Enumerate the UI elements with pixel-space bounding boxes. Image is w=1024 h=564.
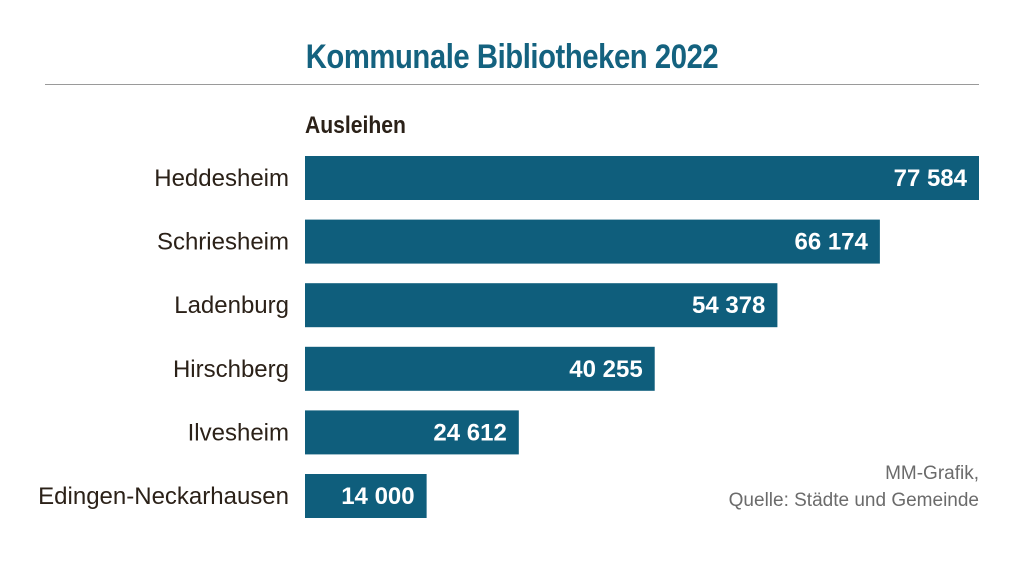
category-label: Hirschberg <box>173 356 289 383</box>
value-label: 40 255 <box>569 356 642 383</box>
chart-title: Kommunale Bibliotheken 2022 <box>305 38 719 76</box>
category-label: Ladenburg <box>174 292 289 319</box>
value-label: 77 584 <box>894 165 968 192</box>
category-label: Ilvesheim <box>188 419 289 446</box>
title-divider <box>45 84 979 85</box>
bar-ladenburg <box>305 283 778 328</box>
source-line-2: Quelle: Städte und Gemeinde <box>728 490 979 511</box>
bar-ilvesheim <box>305 410 519 455</box>
bar-heddesheim <box>305 156 979 200</box>
category-label: Edingen-Neckarhausen <box>38 483 289 510</box>
value-label: 24 612 <box>433 419 506 446</box>
value-label: 14 000 <box>341 483 414 510</box>
bar-edingen-neckarhausen <box>305 474 427 518</box>
category-label: Heddesheim <box>154 165 289 192</box>
value-label: 66 174 <box>794 229 868 256</box>
bar-schriesheim <box>305 219 880 264</box>
category-label: Schriesheim <box>157 229 289 256</box>
value-label: 54 378 <box>692 292 765 319</box>
chart-subtitle: Ausleihen <box>305 112 406 139</box>
source-note: MM-Grafik, Quelle: Städte und Gemeinde <box>729 460 979 514</box>
bar-hirschberg <box>305 346 655 391</box>
source-line-1: MM-Grafik, <box>885 463 979 484</box>
